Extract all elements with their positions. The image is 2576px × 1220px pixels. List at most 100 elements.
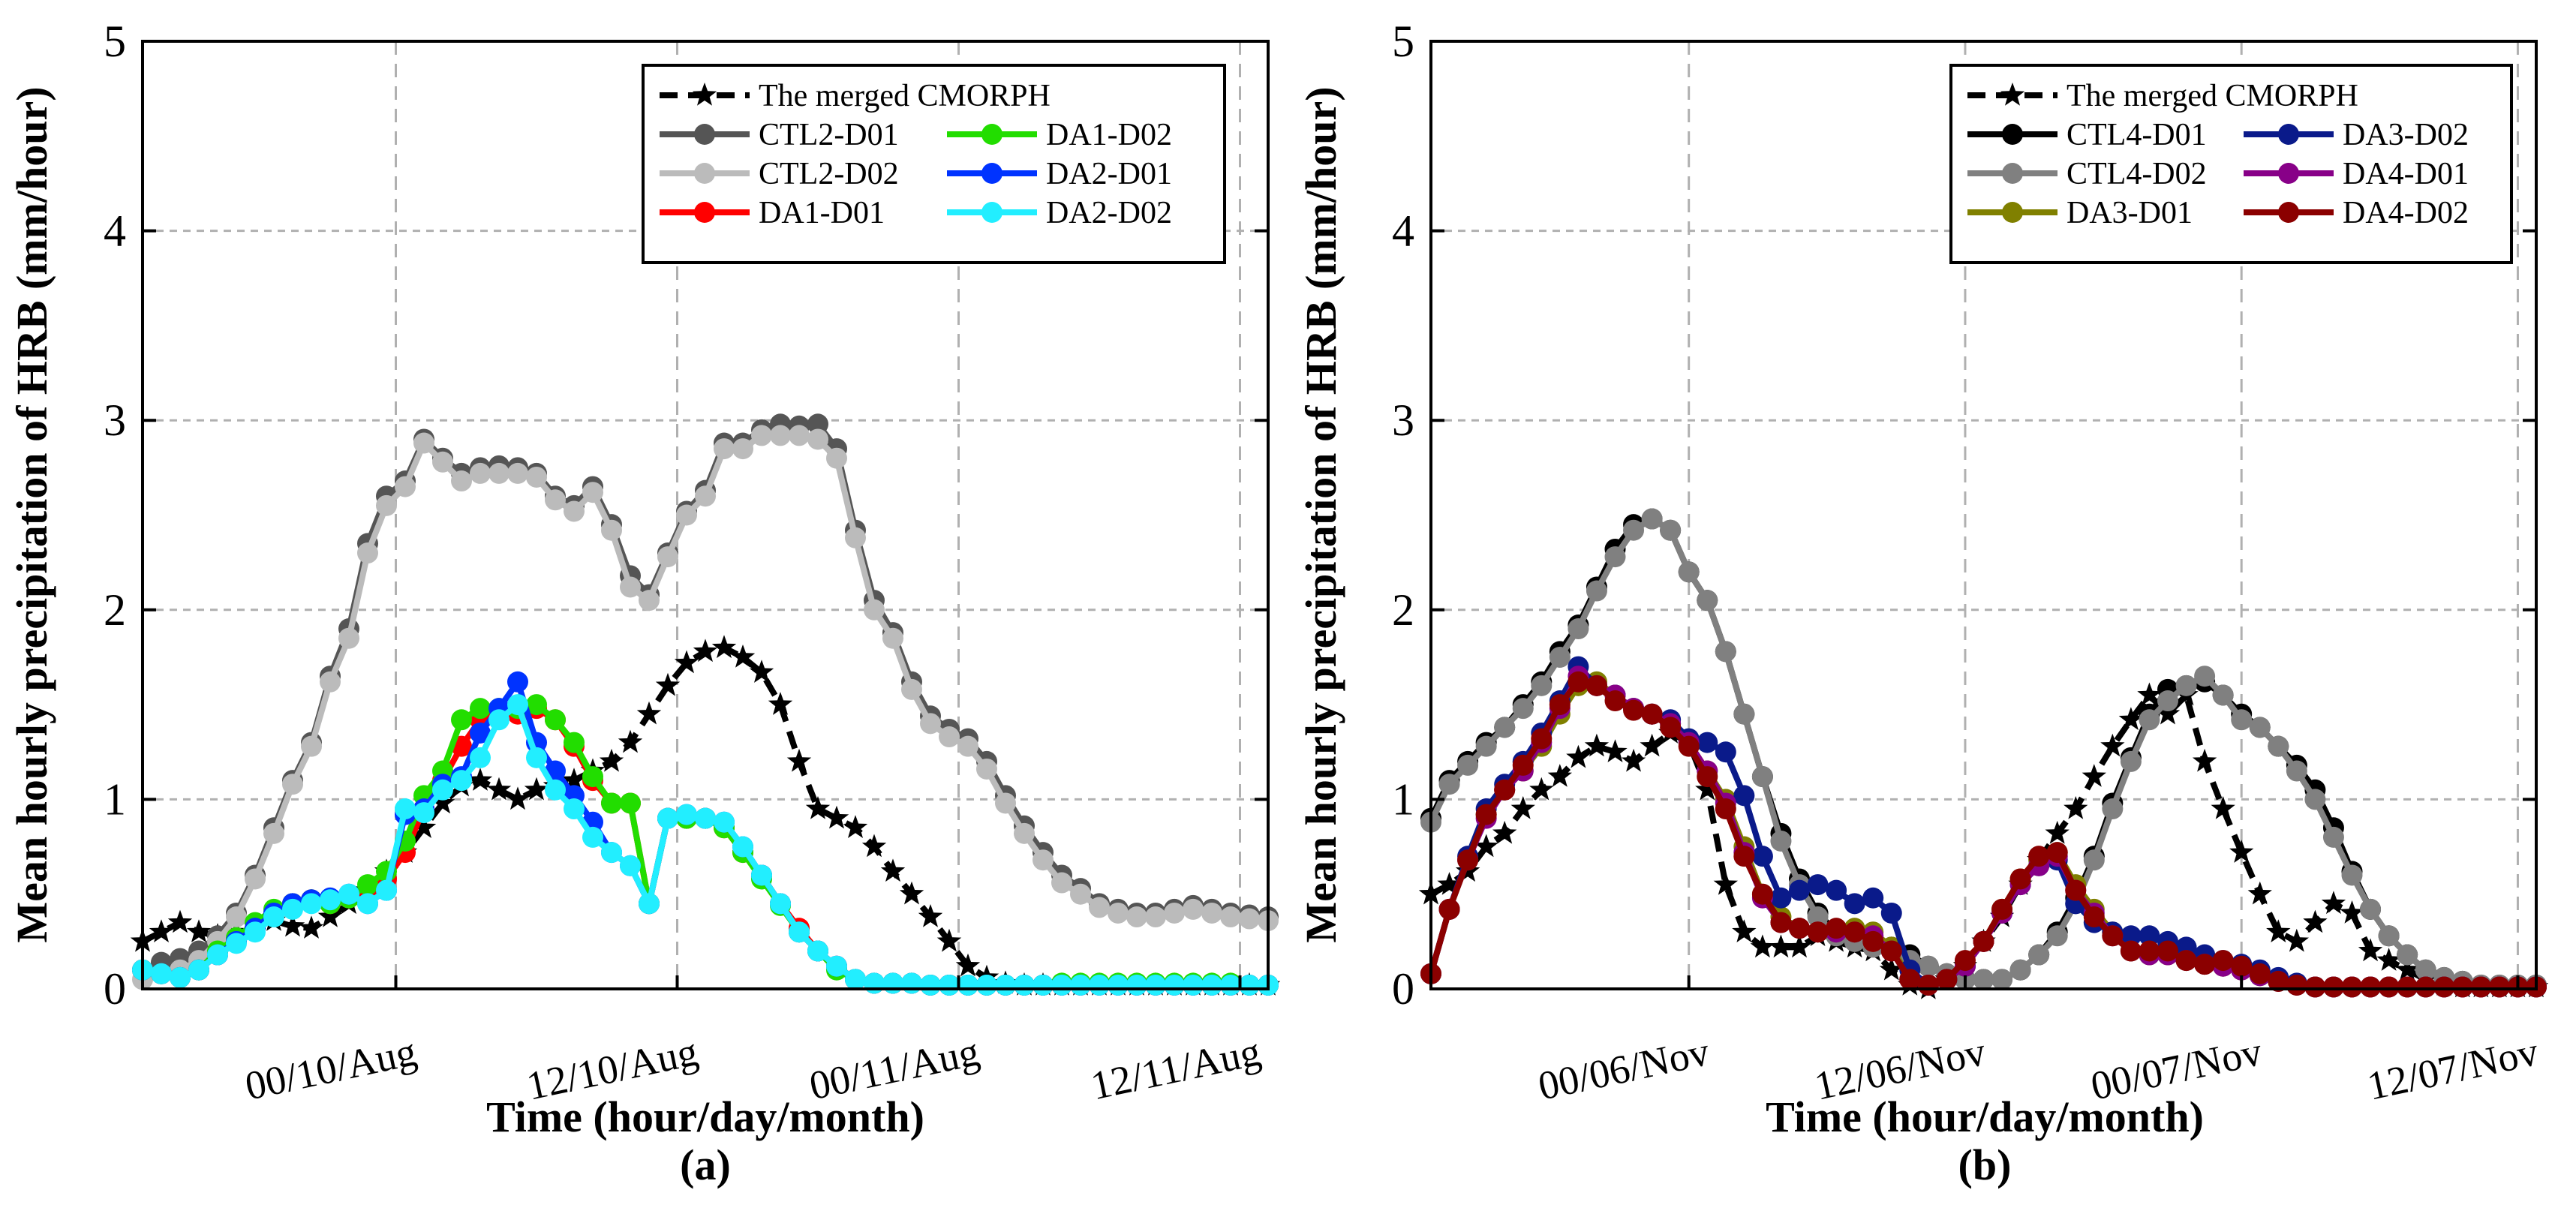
data-point — [524, 777, 549, 801]
data-point — [1751, 883, 1773, 905]
data-point — [957, 735, 978, 757]
data-point — [1566, 744, 1591, 768]
data-point — [1070, 974, 1091, 996]
data-point — [1879, 957, 1904, 981]
data-point — [151, 963, 172, 984]
data-point — [807, 413, 828, 435]
data-point — [2268, 970, 2289, 992]
data-point — [882, 972, 903, 994]
legend-marker — [981, 163, 1002, 184]
data-point — [245, 921, 266, 943]
y-axis-label: Mean hourly precipitation of HRB (mm/hou… — [1297, 86, 1345, 942]
data-point — [357, 893, 378, 915]
data-point — [1512, 698, 1534, 720]
data-point — [1220, 906, 1241, 928]
data-point — [1438, 898, 1460, 920]
data-point — [920, 713, 941, 735]
data-point — [1991, 969, 2013, 990]
data-point — [561, 768, 587, 791]
data-point — [467, 768, 493, 791]
data-point — [618, 729, 643, 753]
legend-marker — [694, 124, 715, 145]
data-point — [693, 639, 718, 663]
data-point — [2286, 974, 2307, 996]
legend-item: DA4-D02 — [2244, 196, 2469, 230]
series-group — [130, 413, 1281, 996]
data-point — [1862, 930, 1884, 952]
data-point — [749, 660, 774, 683]
data-point — [2120, 940, 2142, 962]
data-point — [2211, 796, 2235, 819]
legend-item: The merged CMORPH — [660, 79, 1051, 113]
legend-label: DA4-D02 — [2343, 196, 2469, 230]
data-point — [2065, 879, 2087, 901]
data-point — [1568, 618, 1589, 640]
data-point — [730, 645, 756, 668]
data-point — [2192, 748, 2217, 772]
data-point — [1494, 717, 1516, 738]
data-point — [451, 470, 472, 492]
data-point — [674, 650, 699, 674]
data-point — [411, 815, 437, 838]
data-point — [1492, 820, 1517, 844]
data-point — [1014, 822, 1035, 844]
data-point — [807, 428, 828, 450]
data-point — [657, 807, 678, 829]
data-point — [995, 792, 1016, 814]
data-point — [1750, 934, 1775, 958]
legend-label: DA3-D01 — [2067, 196, 2193, 230]
data-point — [2415, 976, 2436, 998]
data-point — [976, 974, 997, 996]
legend-marker — [694, 163, 715, 184]
data-point — [1917, 974, 1939, 996]
data-point — [2139, 925, 2160, 947]
data-point — [2286, 760, 2307, 782]
legend-marker — [692, 83, 717, 106]
legend-label: CTL4-D01 — [2067, 118, 2207, 152]
data-point — [636, 701, 662, 725]
data-point — [338, 883, 359, 905]
data-point — [1844, 893, 1865, 915]
data-point — [1640, 733, 1664, 757]
data-point — [1713, 872, 1738, 895]
data-point — [1201, 902, 1222, 924]
legend-item: DA1-D02 — [947, 118, 1172, 152]
data-point — [1549, 646, 1571, 668]
data-point — [861, 834, 887, 858]
data-point — [338, 627, 359, 649]
data-point — [357, 542, 378, 564]
data-point — [1494, 779, 1516, 801]
data-point — [882, 627, 903, 649]
data-point — [1697, 590, 1718, 612]
y-tick-label: 2 — [104, 585, 126, 635]
data-point — [395, 798, 416, 820]
data-point — [2137, 682, 2162, 706]
data-point — [545, 489, 566, 511]
data-point — [768, 692, 793, 715]
data-point — [620, 792, 641, 814]
legend-label: DA1-D02 — [1046, 118, 1172, 152]
data-point — [2451, 976, 2473, 998]
data-point — [1641, 508, 1663, 530]
data-point — [1862, 887, 1884, 909]
data-point — [770, 425, 791, 446]
legend-item: CTL2-D02 — [660, 157, 899, 191]
data-point — [2341, 864, 2363, 886]
data-point — [413, 432, 434, 454]
data-point — [1531, 728, 1553, 750]
legend-item: DA2-D01 — [947, 157, 1172, 191]
panel-label: (a) — [680, 1140, 731, 1189]
data-point — [1145, 906, 1166, 928]
y-tick-label: 3 — [104, 395, 126, 445]
data-point — [188, 959, 209, 981]
data-point — [1880, 902, 1902, 924]
data-point — [1033, 974, 1054, 996]
legend-label: DA2-D02 — [1046, 196, 1172, 230]
data-point — [714, 438, 735, 460]
legend-item: CTL4-D01 — [1967, 118, 2207, 152]
data-point — [1586, 580, 1607, 602]
data-point — [2100, 733, 2125, 757]
data-point — [1732, 919, 1757, 942]
data-point — [639, 590, 660, 612]
legend-label: DA3-D02 — [2343, 118, 2469, 152]
